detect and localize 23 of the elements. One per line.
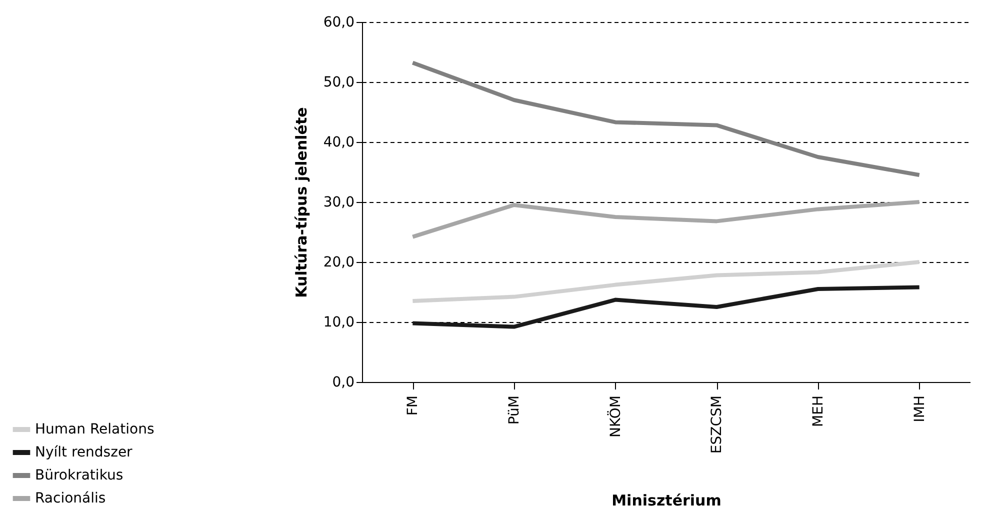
x-tick-label: IMH bbox=[912, 396, 928, 422]
y-axis-title: Kultúra-típus jelenléte bbox=[292, 107, 310, 298]
x-tick-label: PüM bbox=[506, 396, 522, 425]
legend-label: Racionális bbox=[35, 490, 106, 506]
y-tick-label: 60,0 bbox=[323, 14, 354, 30]
legend-label: Bürokratikus bbox=[35, 468, 124, 484]
line-series bbox=[410, 60, 922, 177]
legend-label: Nyílt rendszer bbox=[35, 444, 133, 460]
legend-label: Human Relations bbox=[35, 422, 154, 438]
x-tick-label: MEH bbox=[810, 396, 826, 427]
x-tick-label: FM bbox=[405, 396, 422, 416]
y-tick-label: 30,0 bbox=[323, 194, 354, 210]
y-tick-label: 10,0 bbox=[323, 314, 354, 330]
y-tick-label: 50,0 bbox=[323, 74, 354, 90]
y-tick-label: 0,0 bbox=[332, 374, 354, 390]
x-tick-label: NKÖM bbox=[606, 396, 624, 438]
y-tick-label: 40,0 bbox=[323, 134, 354, 150]
y-tick-label: 20,0 bbox=[323, 254, 354, 270]
line-series bbox=[410, 200, 922, 239]
line-series bbox=[410, 285, 922, 329]
line-series bbox=[410, 260, 922, 303]
x-axis-title: Minisztérium bbox=[612, 492, 722, 510]
x-tick-label: ESZCSM bbox=[709, 396, 726, 454]
